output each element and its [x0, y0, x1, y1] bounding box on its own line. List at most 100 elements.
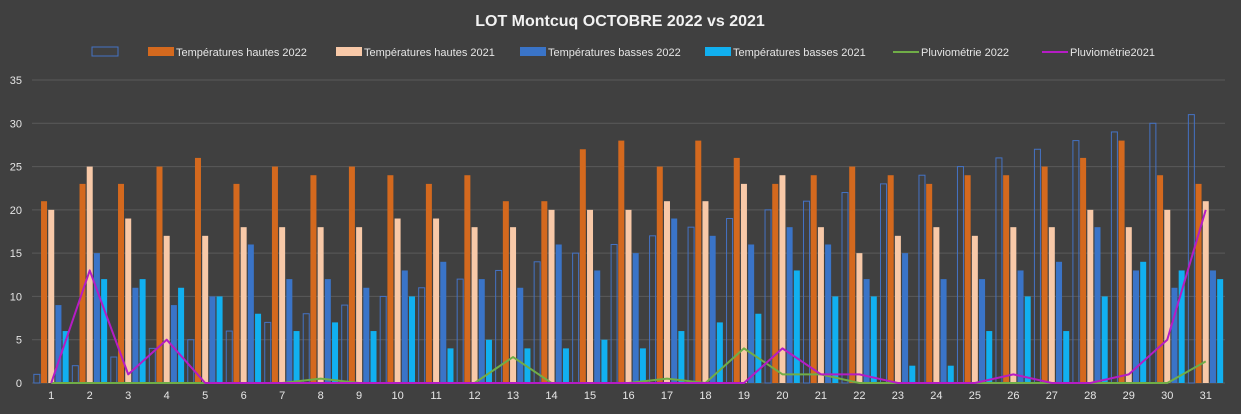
bar-températures-basses-2022 [363, 287, 370, 383]
bar-températures-hautes-2022 [618, 140, 625, 383]
bar-series-0 [956, 166, 964, 384]
bar-températures-hautes-2022 [348, 166, 355, 383]
bar-températures-basses-2021 [1178, 270, 1185, 383]
bar-températures-basses-2022 [324, 279, 331, 383]
y-axis: 0 5 10 15 20 25 30 35 [10, 75, 22, 390]
bar-températures-hautes-2021 [394, 218, 401, 383]
bar-températures-basses-2021 [1063, 331, 1070, 383]
legend-label: Températures basses 2022 [548, 47, 681, 59]
bar-températures-basses-2022 [55, 305, 62, 383]
bar-températures-basses-2022 [286, 279, 293, 383]
bar-températures-hautes-2021 [202, 235, 209, 383]
bar-températures-hautes-2022 [425, 183, 432, 383]
bar-températures-basses-2022 [209, 296, 216, 383]
bar-températures-basses-2022 [863, 279, 870, 383]
bar-températures-basses-2022 [979, 279, 986, 383]
bar-series-0 [341, 304, 349, 384]
bar-températures-hautes-2022 [964, 175, 971, 383]
bar-températures-basses-2022 [671, 218, 678, 383]
bar-températures-hautes-2022 [194, 157, 201, 383]
bar-températures-basses-2021 [793, 270, 800, 383]
bar-series-0 [264, 321, 272, 384]
bars [33, 114, 1224, 384]
bar-températures-basses-2022 [825, 244, 832, 383]
bar-températures-basses-2021 [370, 331, 377, 383]
bar-températures-hautes-2022 [1195, 183, 1202, 383]
bar-températures-hautes-2021 [240, 227, 247, 383]
x-tick-label: 27 [1046, 390, 1058, 402]
lines [50, 209, 1207, 384]
x-tick-label: 5 [202, 390, 208, 402]
bar-températures-hautes-2021 [1048, 227, 1055, 383]
bar-températures-basses-2021 [1101, 296, 1108, 383]
bar-températures-hautes-2021 [587, 209, 594, 383]
bar-series-0 [764, 209, 772, 384]
bar-températures-hautes-2022 [1041, 166, 1048, 383]
bar-températures-hautes-2021 [702, 201, 709, 383]
bar-températures-basses-2021 [408, 296, 415, 383]
bar-températures-basses-2021 [832, 296, 839, 383]
x-tick-label: 29 [1123, 390, 1135, 402]
bar-températures-hautes-2021 [548, 209, 555, 383]
bar-températures-hautes-2021 [817, 227, 824, 383]
x-tick-label: 22 [853, 390, 865, 402]
bar-températures-hautes-2022 [656, 166, 663, 383]
legend-swatch [91, 46, 119, 57]
x-tick-label: 23 [892, 390, 904, 402]
bar-températures-basses-2022 [440, 261, 447, 383]
x-tick-label: 25 [969, 390, 981, 402]
bar-températures-hautes-2021 [1164, 209, 1171, 383]
bar-températures-hautes-2022 [464, 175, 471, 383]
bar-températures-basses-2022 [1209, 270, 1216, 383]
x-tick-label: 30 [1161, 390, 1173, 402]
x-tick-label: 20 [776, 390, 788, 402]
bar-températures-hautes-2022 [733, 157, 740, 383]
legend-label: Températures basses 2021 [733, 47, 866, 59]
bar-températures-basses-2021 [986, 331, 993, 383]
bar-températures-hautes-2022 [926, 183, 933, 383]
bar-series-0 [1110, 131, 1118, 384]
bar-températures-hautes-2022 [118, 183, 125, 383]
bar-températures-basses-2021 [909, 365, 916, 383]
legend: Températures hautes 2022 Températures hau… [91, 46, 1155, 59]
chart-title: LOT Montcuq OCTOBRE 2022 vs 2021 [475, 13, 765, 30]
bar-températures-hautes-2021 [1010, 227, 1017, 383]
bar-températures-basses-2021 [62, 331, 69, 383]
bar-températures-hautes-2021 [625, 209, 632, 383]
x-tick-label: 8 [318, 390, 324, 402]
bar-températures-basses-2021 [1140, 261, 1147, 383]
y-tick-label: 35 [10, 75, 22, 87]
bar-series-0 [1072, 140, 1080, 384]
bar-températures-basses-2021 [447, 348, 454, 383]
x-axis: 1 2 3 4 5 6 7 8 9 10 11 12 13 14 15 16 17 18 19 20 21 22 23 24 2… [48, 390, 1212, 402]
bar-températures-hautes-2022 [1118, 140, 1125, 383]
bar-températures-basses-2021 [947, 365, 954, 383]
bar-series-0 [995, 157, 1003, 384]
bar-températures-basses-2021 [216, 296, 223, 383]
y-tick-label: 30 [10, 118, 22, 130]
legend-swatch [705, 47, 731, 56]
bar-températures-basses-2021 [562, 348, 569, 383]
y-tick-label: 20 [10, 205, 22, 217]
bar-températures-basses-2022 [170, 305, 177, 383]
legend-label: Températures hautes 2022 [176, 47, 307, 59]
bar-températures-basses-2021 [1217, 279, 1224, 383]
x-tick-label: 21 [815, 390, 827, 402]
bar-series-0 [110, 356, 118, 384]
y-tick-label: 0 [16, 378, 22, 390]
bar-températures-hautes-2021 [279, 227, 286, 383]
x-tick-label: 13 [507, 390, 519, 402]
x-tick-label: 28 [1084, 390, 1096, 402]
bar-températures-basses-2022 [93, 253, 100, 383]
bar-températures-hautes-2021 [510, 227, 517, 383]
legend-label: Températures hautes 2021 [364, 47, 495, 59]
x-tick-label: 4 [164, 390, 170, 402]
bar-températures-basses-2022 [1132, 270, 1139, 383]
bar-températures-basses-2022 [132, 287, 139, 383]
bar-températures-hautes-2022 [271, 166, 278, 383]
bar-températures-basses-2021 [101, 279, 108, 383]
bar-températures-basses-2022 [1094, 227, 1101, 383]
bar-series-0 [610, 243, 618, 384]
x-tick-label: 17 [661, 390, 673, 402]
bar-températures-hautes-2021 [86, 166, 93, 383]
